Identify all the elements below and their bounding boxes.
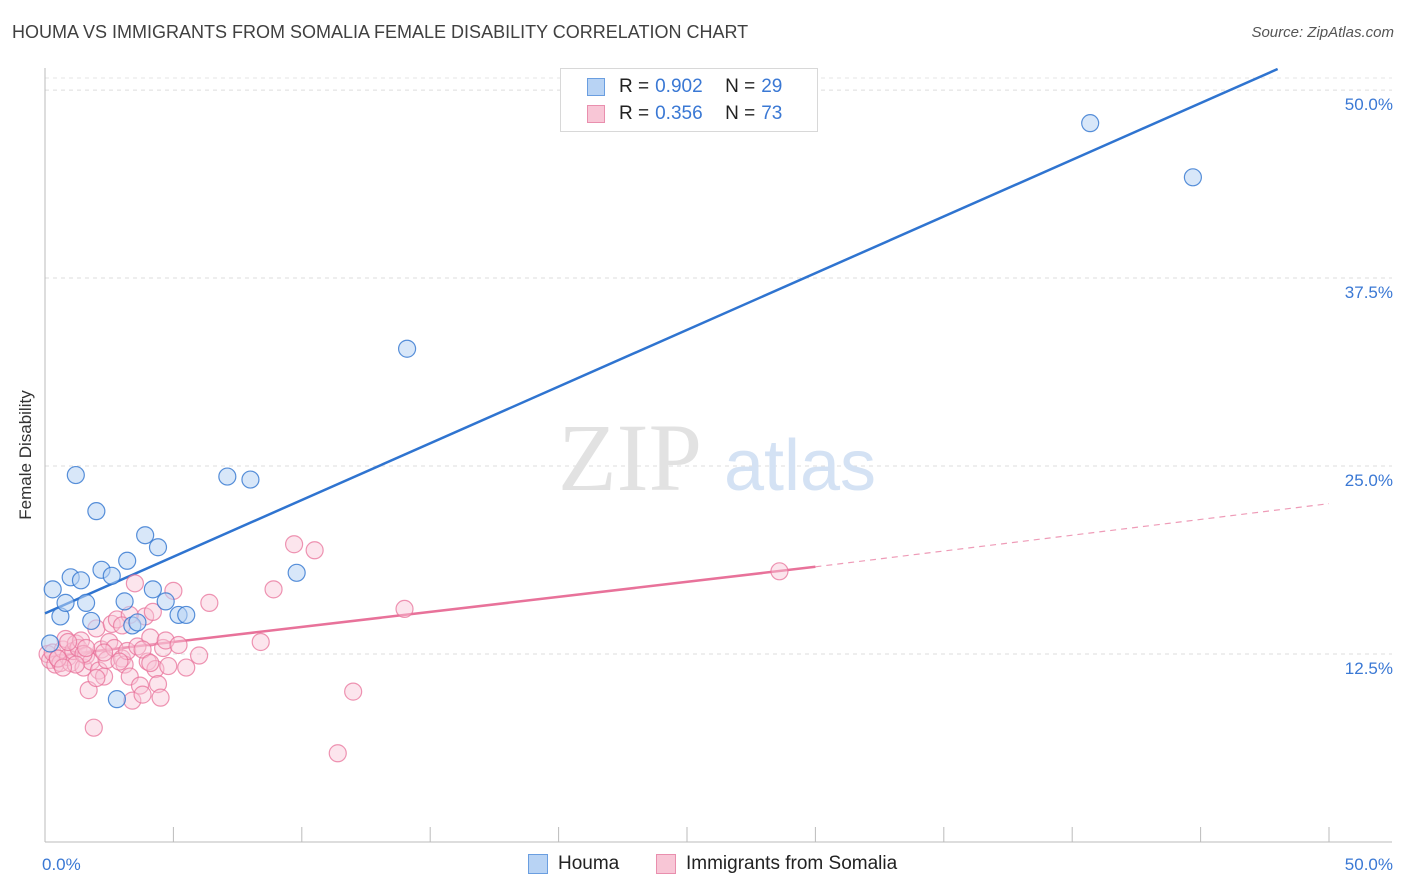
r-value: 0.356 [655, 103, 703, 124]
houma-point [66, 465, 85, 485]
somalia-point [200, 593, 219, 612]
houma-point [87, 502, 106, 521]
chart-title: HOUMA VS IMMIGRANTS FROM SOMALIA FEMALE … [12, 22, 749, 42]
somalia-point [328, 744, 347, 763]
somalia-point [94, 643, 114, 662]
somalia-point [143, 602, 162, 622]
houma-point [1081, 114, 1100, 133]
x-tick-label: 50.0% [1345, 855, 1393, 874]
houma-point [107, 690, 127, 709]
houma-point [143, 580, 162, 599]
somalia-trend-line [44, 565, 816, 659]
somalia-trend-extension [815, 503, 1330, 568]
somalia-point [177, 658, 196, 677]
legend-item-somalia[interactable]: Immigrants from Somalia [656, 852, 897, 876]
stats-legend: R = 0.902 N = 29 R = 0.356 N = 73 [560, 68, 818, 132]
somalia-points [38, 535, 789, 763]
houma-legend-swatch [528, 854, 548, 874]
r-label: R = [619, 76, 650, 97]
somalia-legend-swatch [656, 854, 676, 874]
y-tick-label: 50.0% [1345, 95, 1393, 114]
houma-point [82, 611, 101, 631]
somalia-swatch [587, 105, 605, 123]
x-tick-label: 0.0% [42, 855, 81, 874]
houma-swatch [587, 78, 605, 96]
n-value: 73 [761, 103, 783, 124]
source-credit: Source: ZipAtlas.com [1251, 24, 1394, 41]
houma-legend-label: Houma [558, 853, 620, 874]
somalia-point [344, 682, 363, 701]
legend-item-houma[interactable]: Houma [528, 852, 619, 876]
somalia-point [120, 667, 139, 686]
houma-point [115, 592, 134, 611]
houma-point [102, 566, 121, 585]
houma-point [148, 538, 168, 557]
somalia-point [169, 635, 188, 655]
somalia-point [251, 632, 270, 652]
houma-point [128, 613, 147, 632]
somalia-point [148, 674, 168, 694]
somalia-point [159, 656, 178, 676]
houma-point [177, 605, 196, 625]
gridlines [45, 77, 1392, 655]
somalia-point [133, 685, 152, 704]
stats-row-somalia: R = 0.356 N = 73 [587, 101, 782, 127]
n-label: N = [725, 103, 756, 124]
houma-point [218, 467, 237, 486]
watermark-zip: ZIP [558, 404, 702, 511]
somalia-point [53, 658, 73, 677]
somalia-point [115, 655, 134, 674]
r-label: R = [619, 103, 650, 124]
houma-point [71, 571, 91, 590]
houma-point [76, 593, 96, 612]
somalia-point [87, 668, 106, 688]
somalia-point [125, 574, 144, 593]
houma-point [156, 592, 175, 611]
houma-point [43, 580, 62, 599]
somalia-point [264, 580, 283, 599]
somalia-point [84, 718, 103, 737]
watermark-atlas: atlas [724, 426, 876, 506]
houma-point [287, 563, 306, 582]
y-tick-label: 25.0% [1345, 471, 1393, 490]
houma-trend-line [44, 67, 1279, 615]
trend-lines [44, 67, 1330, 659]
houma-point [56, 593, 75, 612]
houma-point [1183, 168, 1202, 187]
houma-point [136, 526, 155, 545]
somalia-point [128, 637, 147, 656]
houma-point [397, 339, 417, 358]
somalia-point [305, 541, 324, 560]
somalia-point [76, 638, 96, 658]
somalia-point [141, 653, 160, 673]
somalia-point [48, 649, 67, 668]
somalia-point [151, 688, 170, 707]
axes [44, 68, 1392, 843]
somalia-point [133, 640, 152, 659]
houma-point [241, 470, 260, 489]
y-tick-label: 37.5% [1345, 283, 1393, 302]
r-value: 0.902 [655, 76, 703, 97]
somalia-point [770, 562, 789, 581]
n-label: N = [725, 76, 756, 97]
houma-point [41, 634, 60, 653]
somalia-point [110, 652, 129, 671]
n-value: 29 [761, 76, 783, 97]
tick-labels: 12.5% 25.0% 37.5% 50.0% 0.0% 50.0% [42, 95, 1393, 874]
somalia-point [189, 646, 209, 665]
somalia-point [395, 599, 414, 619]
somalia-point [59, 632, 78, 652]
houma-point [118, 551, 137, 570]
y-tick-label: 12.5% [1345, 659, 1393, 678]
houma-points [41, 114, 1202, 709]
somalia-point [284, 535, 304, 554]
stats-row-houma: R = 0.902 N = 29 [587, 74, 782, 100]
somalia-legend-label: Immigrants from Somalia [686, 853, 898, 874]
